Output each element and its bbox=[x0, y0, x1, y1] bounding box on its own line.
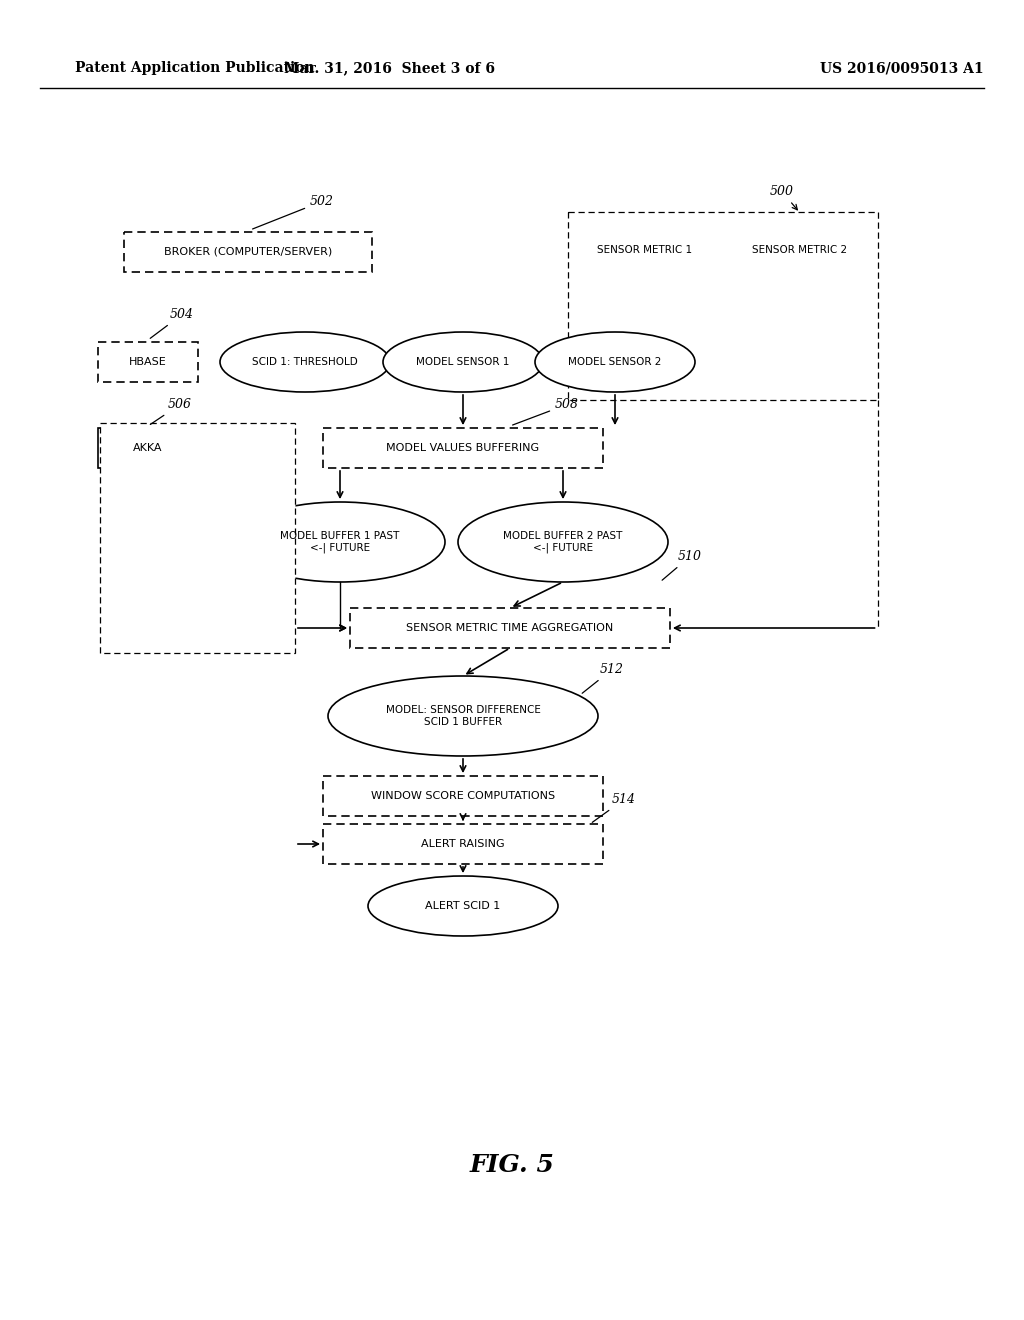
Text: SENSOR METRIC 1: SENSOR METRIC 1 bbox=[597, 246, 692, 255]
Ellipse shape bbox=[535, 333, 695, 392]
Text: WINDOW SCORE COMPUTATIONS: WINDOW SCORE COMPUTATIONS bbox=[371, 791, 555, 801]
Text: Mar. 31, 2016  Sheet 3 of 6: Mar. 31, 2016 Sheet 3 of 6 bbox=[285, 61, 496, 75]
Text: SENSOR METRIC TIME AGGREGATION: SENSOR METRIC TIME AGGREGATION bbox=[407, 623, 613, 634]
Text: MODEL SENSOR 1: MODEL SENSOR 1 bbox=[417, 356, 510, 367]
FancyBboxPatch shape bbox=[98, 342, 198, 381]
Text: ALERT RAISING: ALERT RAISING bbox=[421, 840, 505, 849]
Text: MODEL BUFFER 2 PAST
<-| FUTURE: MODEL BUFFER 2 PAST <-| FUTURE bbox=[504, 531, 623, 553]
Text: MODEL VALUES BUFFERING: MODEL VALUES BUFFERING bbox=[386, 444, 540, 453]
Ellipse shape bbox=[368, 876, 558, 936]
Text: MODEL: SENSOR DIFFERENCE
SCID 1 BUFFER: MODEL: SENSOR DIFFERENCE SCID 1 BUFFER bbox=[386, 705, 541, 727]
Ellipse shape bbox=[234, 502, 445, 582]
Text: HBASE: HBASE bbox=[129, 356, 167, 367]
Ellipse shape bbox=[458, 502, 668, 582]
Ellipse shape bbox=[328, 676, 598, 756]
Text: 502: 502 bbox=[253, 195, 334, 228]
Text: US 2016/0095013 A1: US 2016/0095013 A1 bbox=[820, 61, 984, 75]
FancyBboxPatch shape bbox=[100, 422, 295, 653]
Text: 512: 512 bbox=[583, 663, 624, 693]
FancyBboxPatch shape bbox=[567, 213, 878, 400]
FancyBboxPatch shape bbox=[98, 428, 198, 469]
Text: 506: 506 bbox=[151, 399, 193, 425]
Text: 508: 508 bbox=[513, 399, 579, 425]
Text: 514: 514 bbox=[592, 793, 636, 822]
Text: MODEL SENSOR 2: MODEL SENSOR 2 bbox=[568, 356, 662, 367]
FancyBboxPatch shape bbox=[124, 232, 372, 272]
FancyBboxPatch shape bbox=[323, 824, 603, 865]
Text: Patent Application Publication: Patent Application Publication bbox=[75, 61, 314, 75]
Text: BROKER (COMPUTER/SERVER): BROKER (COMPUTER/SERVER) bbox=[164, 247, 332, 257]
Ellipse shape bbox=[383, 333, 543, 392]
Text: MODEL BUFFER 1 PAST
<-| FUTURE: MODEL BUFFER 1 PAST <-| FUTURE bbox=[281, 531, 399, 553]
Text: FIG. 5: FIG. 5 bbox=[470, 1152, 554, 1177]
Ellipse shape bbox=[220, 333, 390, 392]
FancyBboxPatch shape bbox=[323, 428, 603, 469]
Text: SCID 1: THRESHOLD: SCID 1: THRESHOLD bbox=[252, 356, 357, 367]
Text: 500: 500 bbox=[770, 185, 798, 210]
Ellipse shape bbox=[572, 220, 718, 280]
Text: ALERT SCID 1: ALERT SCID 1 bbox=[425, 902, 501, 911]
Text: AKKA: AKKA bbox=[133, 444, 163, 453]
Ellipse shape bbox=[727, 220, 872, 280]
Text: 510: 510 bbox=[663, 550, 702, 581]
FancyBboxPatch shape bbox=[350, 609, 670, 648]
FancyBboxPatch shape bbox=[323, 776, 603, 816]
Text: 504: 504 bbox=[151, 308, 194, 338]
Text: SENSOR METRIC 2: SENSOR METRIC 2 bbox=[753, 246, 848, 255]
